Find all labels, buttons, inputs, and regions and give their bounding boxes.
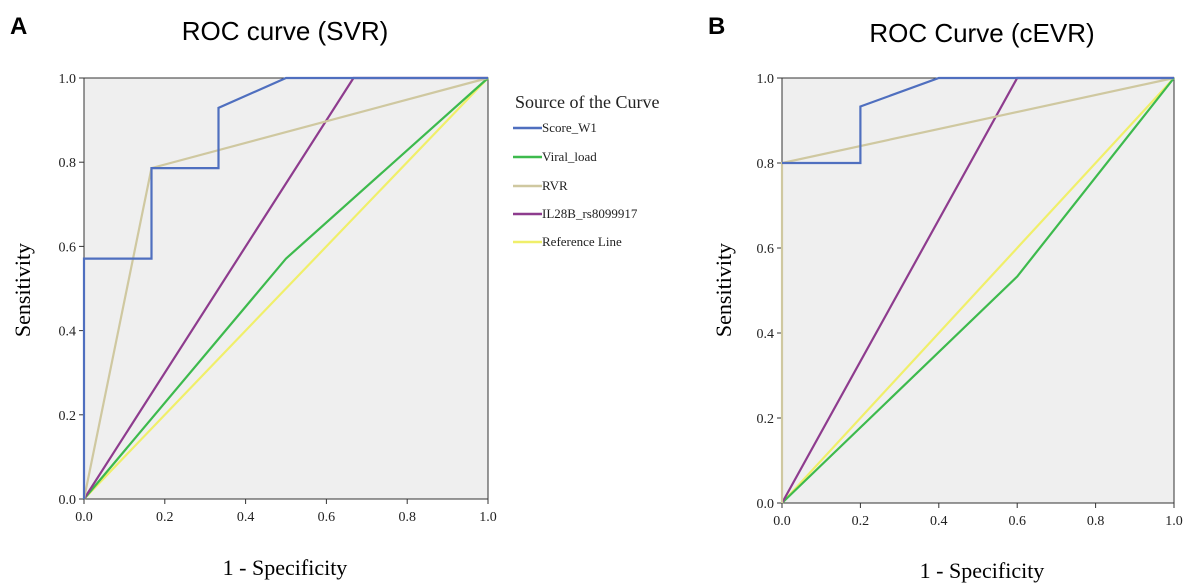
panel-a-legend: Source of the Curve Score_W1 Viral_load …	[513, 92, 659, 249]
panel-a-x-tick-label: 0.2	[156, 510, 174, 525]
legend-title: Source of the Curve	[515, 92, 659, 112]
panel-b-x-tick-label: 0.2	[852, 514, 870, 529]
panel-b-title: ROC Curve (cEVR)	[869, 18, 1094, 48]
legend-label-il28b: IL28B_rs8099917	[542, 206, 638, 221]
panel-a-series-score-w1	[82, 76, 488, 499]
panel-b-x-tick-label: 0.4	[930, 514, 948, 529]
panel-b-series-score-w1	[782, 76, 1174, 165]
panel-b-y-axis-title: Sensitivity	[711, 243, 736, 337]
panel-a-series-viral-load	[83, 77, 489, 500]
legend-label-score-w1: Score_W1	[542, 120, 597, 135]
panel-b-x-tick-label: 1.0	[1165, 514, 1183, 529]
panel-a-letter: A	[10, 13, 27, 40]
panel-b-y-tick-label: 0.8	[757, 157, 775, 172]
panel-a-plot: 0.0 0.2 0.4 0.6 0.8 1.0 0.0 0.2 0.4 0.6 0.8 1.0	[59, 72, 497, 525]
panel-a-y-tick-label: 0.4	[59, 325, 77, 340]
panel-a-y-tick-label: 1.0	[59, 72, 77, 87]
panel-a-title: ROC curve (SVR)	[182, 16, 389, 46]
panel-b-x-tick-label: 0.6	[1008, 514, 1026, 529]
panel-a-x-tick-label: 0.0	[75, 510, 93, 525]
legend-label-reference-line: Reference Line	[542, 234, 622, 249]
panel-b-series-viral-load	[781, 77, 1175, 504]
panel-b-y-tick-label: 1.0	[757, 72, 775, 87]
panel-a-x-tick-label: 0.4	[237, 510, 255, 525]
legend-label-viral-load: Viral_load	[542, 149, 597, 164]
panel-b-y-tick-label: 0.4	[757, 327, 775, 342]
panel-b-x-tick-label: 0.0	[773, 514, 791, 529]
panel-b-y-tick-label: 0.6	[757, 242, 775, 257]
panel-a-y-tick-label: 0.2	[59, 409, 77, 424]
panel-a-series-reference-line	[83, 77, 489, 500]
panel-a-y-tick-label: 0.0	[59, 493, 77, 508]
panel-b-series-reference-line	[781, 77, 1175, 504]
panel-a-x-tick-label: 1.0	[479, 510, 497, 525]
panel-a-x-tick-label: 0.8	[398, 510, 416, 525]
panel-a-y-tick-label: 0.8	[59, 156, 77, 171]
panel-a-y-tick-label: 0.6	[59, 240, 77, 255]
panel-b-x-axis-title: 1 - Specificity	[920, 558, 1045, 583]
legend-label-rvr: RVR	[542, 178, 568, 193]
panel-a-x-tick-label: 0.6	[318, 510, 336, 525]
panel-b-y-tick-label: 0.0	[757, 497, 775, 512]
panel-a-x-axis-title: 1 - Specificity	[223, 555, 348, 580]
panel-b-y-tick-label: 0.2	[757, 412, 775, 427]
panel-a-y-axis-title: Sensitivity	[10, 243, 35, 337]
panel-b-letter: B	[708, 13, 725, 40]
panel-b-x-tick-label: 0.8	[1087, 514, 1105, 529]
panel-b-plot: 0.0 0.2 0.4 0.6 0.8 1.0 0.0 0.2 0.4 0.6 0.8 1.0	[757, 72, 1183, 529]
